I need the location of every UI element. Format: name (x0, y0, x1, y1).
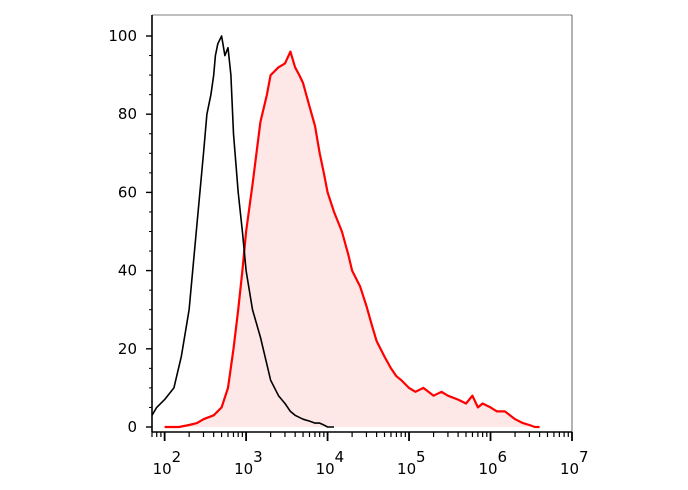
y-tick-label: 60 (118, 183, 137, 201)
x-tick-base: 10 (397, 460, 416, 478)
y-tick-label: 80 (118, 105, 137, 123)
x-tick-label: 105 (397, 448, 426, 478)
x-tick-base: 10 (560, 460, 579, 478)
x-tick-label: 106 (479, 448, 508, 478)
x-tick-label: 104 (316, 448, 345, 478)
x-tick-label: 107 (560, 448, 589, 478)
x-tick-base: 10 (153, 460, 172, 478)
x-tick-exponent: 6 (498, 448, 508, 466)
x-tick-exponent: 3 (253, 448, 263, 466)
y-tick-label: 20 (118, 340, 137, 358)
x-tick-label: 103 (234, 448, 263, 478)
x-tick-exponent: 4 (335, 448, 345, 466)
y-tick-label: 40 (118, 262, 137, 280)
x-tick-base: 10 (234, 460, 253, 478)
series-0-line (151, 35, 334, 428)
series-1-fill (164, 51, 540, 427)
series-layer (151, 35, 540, 429)
x-tick-label: 102 (153, 448, 182, 478)
y-axis-ticks: 0 20 40 60 80 100 (108, 27, 152, 436)
x-tick-exponent: 5 (416, 448, 426, 466)
series-1-line (164, 50, 540, 429)
x-tick-exponent: 2 (172, 448, 182, 466)
y-tick-label: 0 (127, 418, 137, 436)
x-tick-exponent: 7 (579, 448, 589, 466)
x-tick-base: 10 (479, 460, 498, 478)
y-tick-label: 100 (108, 27, 137, 45)
x-tick-base: 10 (316, 460, 335, 478)
